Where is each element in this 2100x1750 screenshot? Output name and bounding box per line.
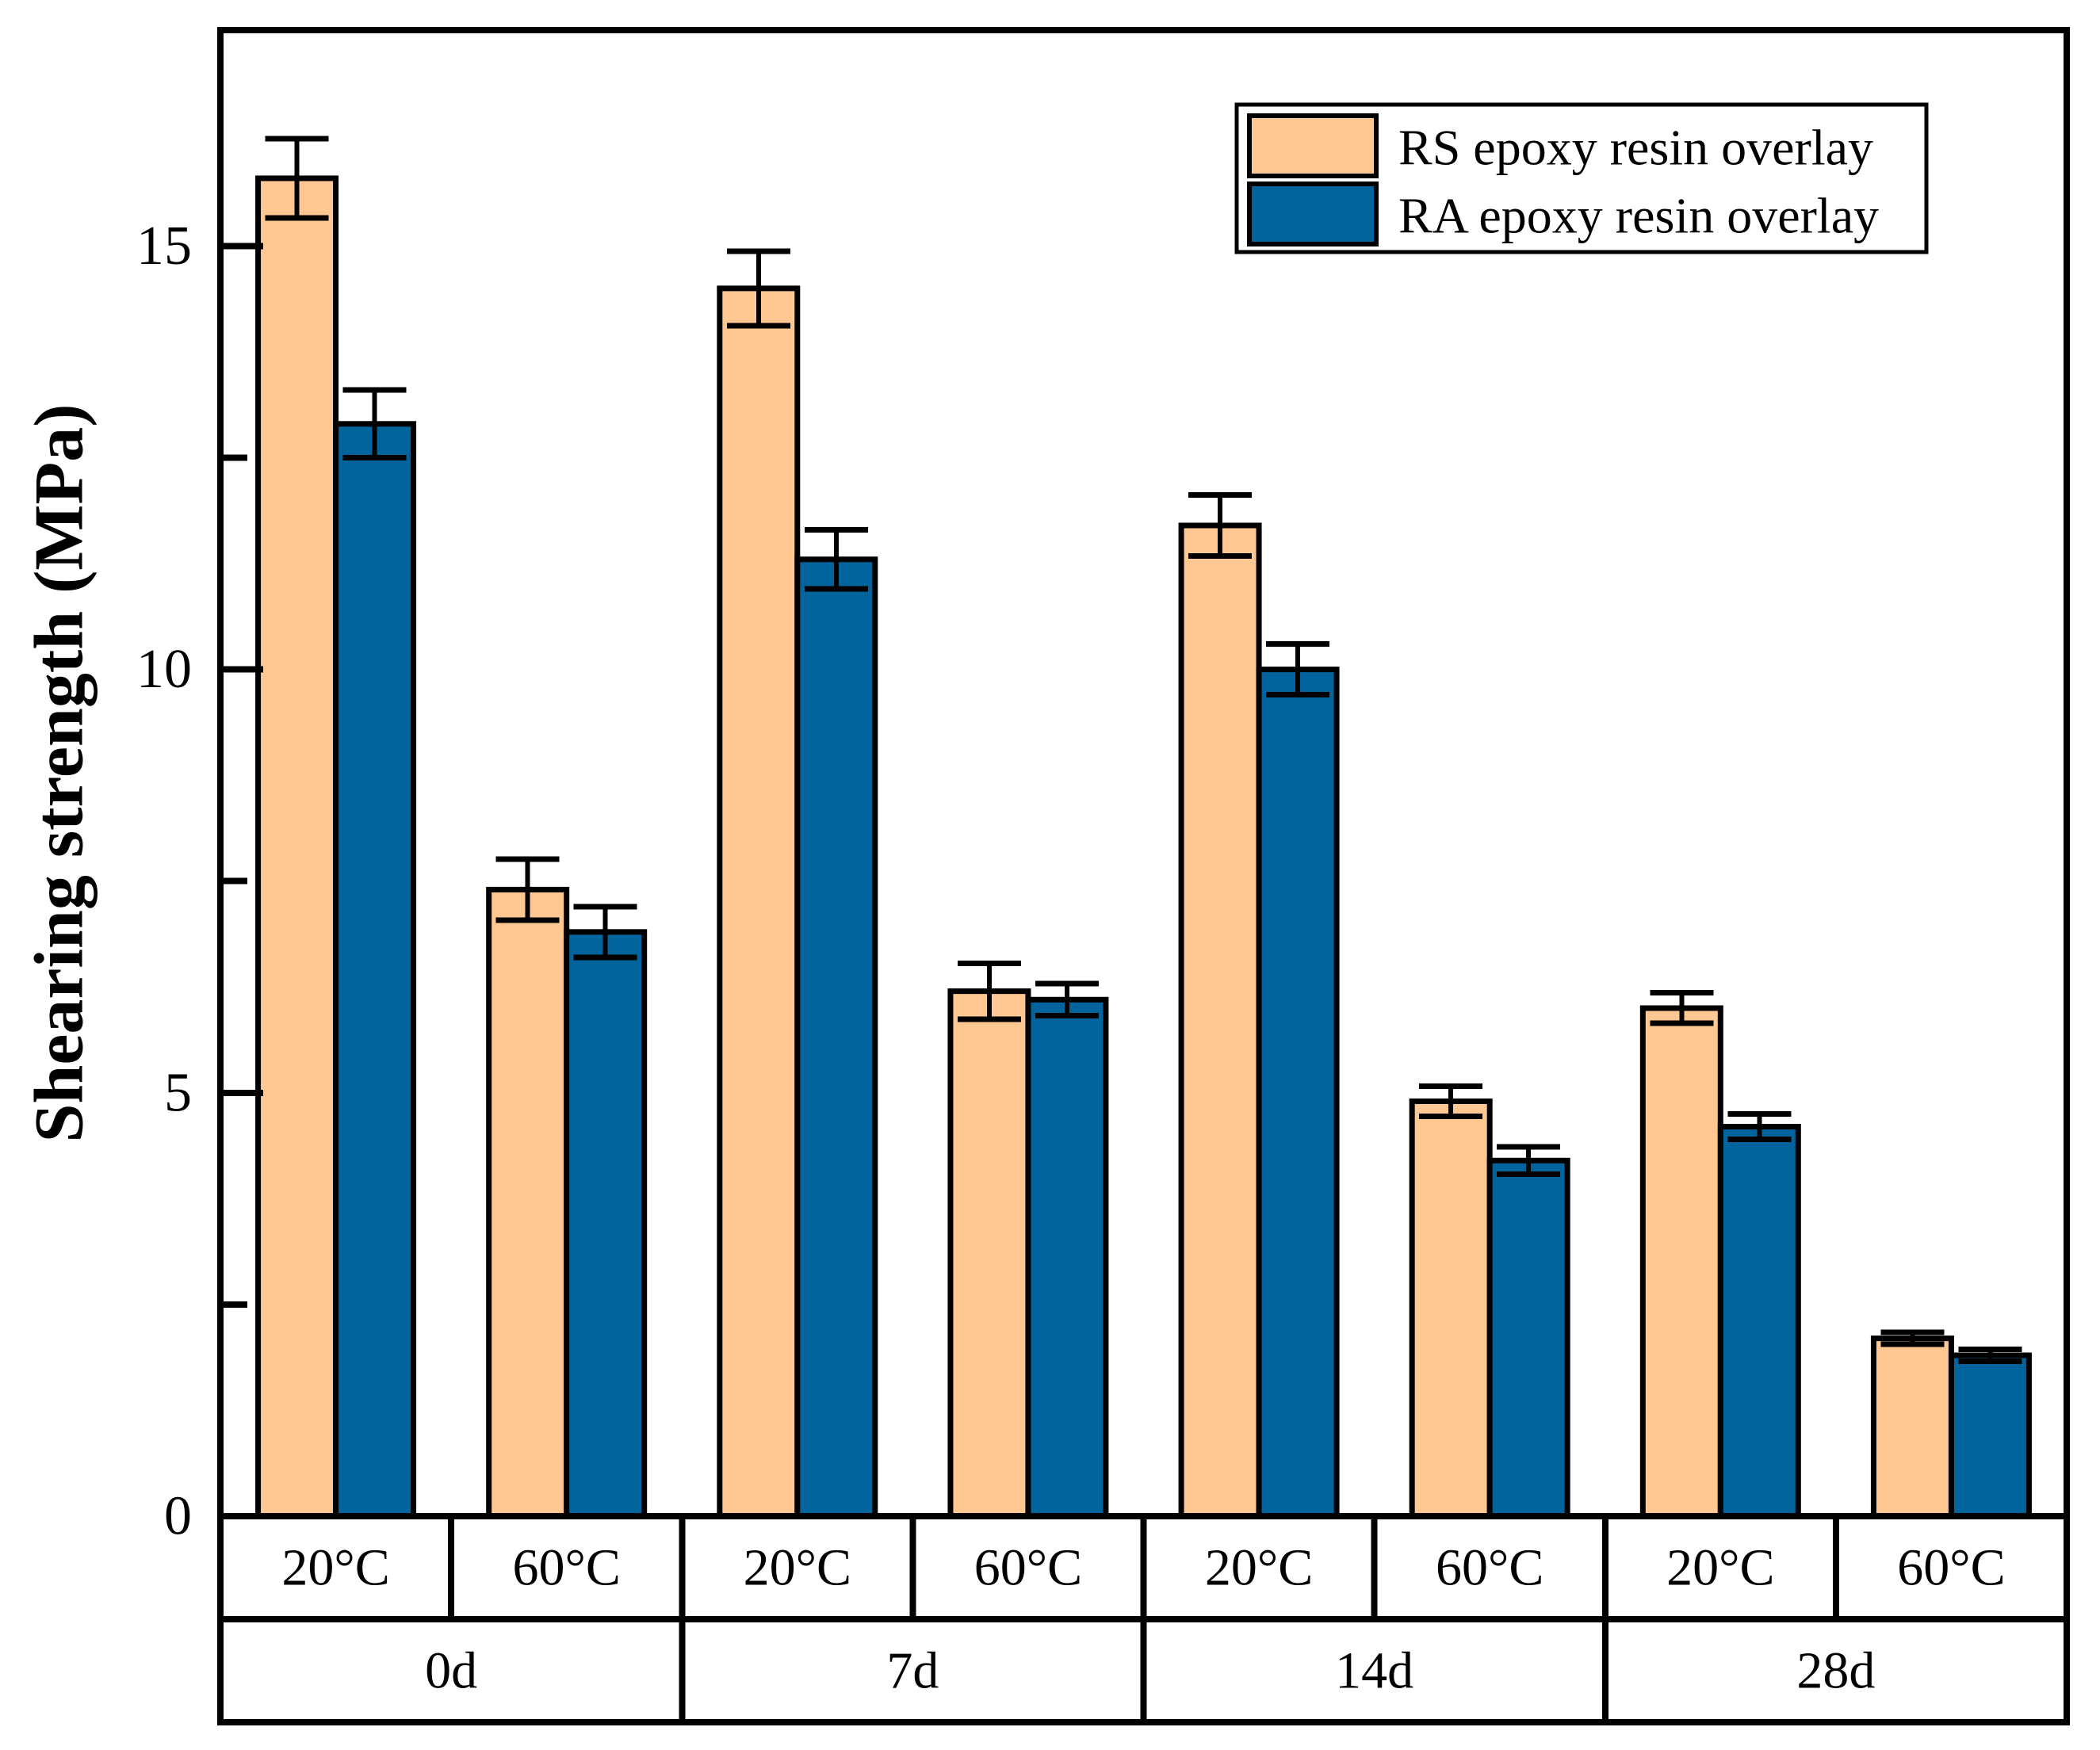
day-cell-label: 0d xyxy=(425,1642,477,1700)
y-axis-title: Shearing strength (MPa) xyxy=(21,403,98,1142)
legend-swatch-ra xyxy=(1247,181,1379,246)
temperature-cell-label: 60°C xyxy=(1436,1539,1543,1597)
temperature-cell-label: 20°C xyxy=(281,1539,389,1597)
bar-ra-0d-60-c xyxy=(564,929,648,1519)
temperature-cell-label: 60°C xyxy=(512,1539,620,1597)
bar-ra-7d-60-c xyxy=(1025,996,1109,1519)
bar-rs-28d-20-c xyxy=(1639,1005,1723,1519)
bar-rs-0d-20-c xyxy=(255,175,339,1519)
bar-rs-0d-60-c xyxy=(486,886,570,1519)
day-cell-label: 28d xyxy=(1796,1642,1875,1700)
temperature-cell-label: 60°C xyxy=(1897,1539,2005,1597)
bar-ra-7d-20-c xyxy=(794,556,878,1519)
bar-ra-28d-60-c xyxy=(1948,1352,2032,1519)
temperature-cell-label: 60°C xyxy=(974,1539,1082,1597)
legend-label-ra: RA epoxy resin overlay xyxy=(1398,188,1879,244)
temperature-cell-label: 20°C xyxy=(1666,1539,1774,1597)
bar-rs-14d-60-c xyxy=(1409,1098,1493,1519)
y-tick-label: 0 xyxy=(164,1486,192,1547)
temperature-cell-label: 20°C xyxy=(1205,1539,1313,1597)
day-cell-label: 7d xyxy=(886,1642,939,1700)
bar-ra-14d-60-c xyxy=(1486,1157,1570,1519)
y-tick-label: 10 xyxy=(136,639,192,700)
bar-ra-14d-20-c xyxy=(1256,667,1340,1519)
temperature-cell-label: 20°C xyxy=(744,1539,851,1597)
legend-label-rs: RS epoxy resin overlay xyxy=(1398,120,1873,176)
bar-rs-7d-60-c xyxy=(947,988,1031,1519)
bar-ra-0d-20-c xyxy=(333,421,417,1519)
day-cell-label: 14d xyxy=(1335,1642,1413,1700)
bar-rs-7d-20-c xyxy=(717,285,801,1519)
y-tick-label: 5 xyxy=(164,1062,192,1123)
bar-rs-14d-20-c xyxy=(1178,522,1262,1519)
legend-swatch-rs xyxy=(1247,113,1379,178)
bar-ra-28d-20-c xyxy=(1717,1124,1801,1519)
bar-rs-28d-60-c xyxy=(1870,1335,1954,1519)
y-tick-label: 15 xyxy=(136,216,192,277)
